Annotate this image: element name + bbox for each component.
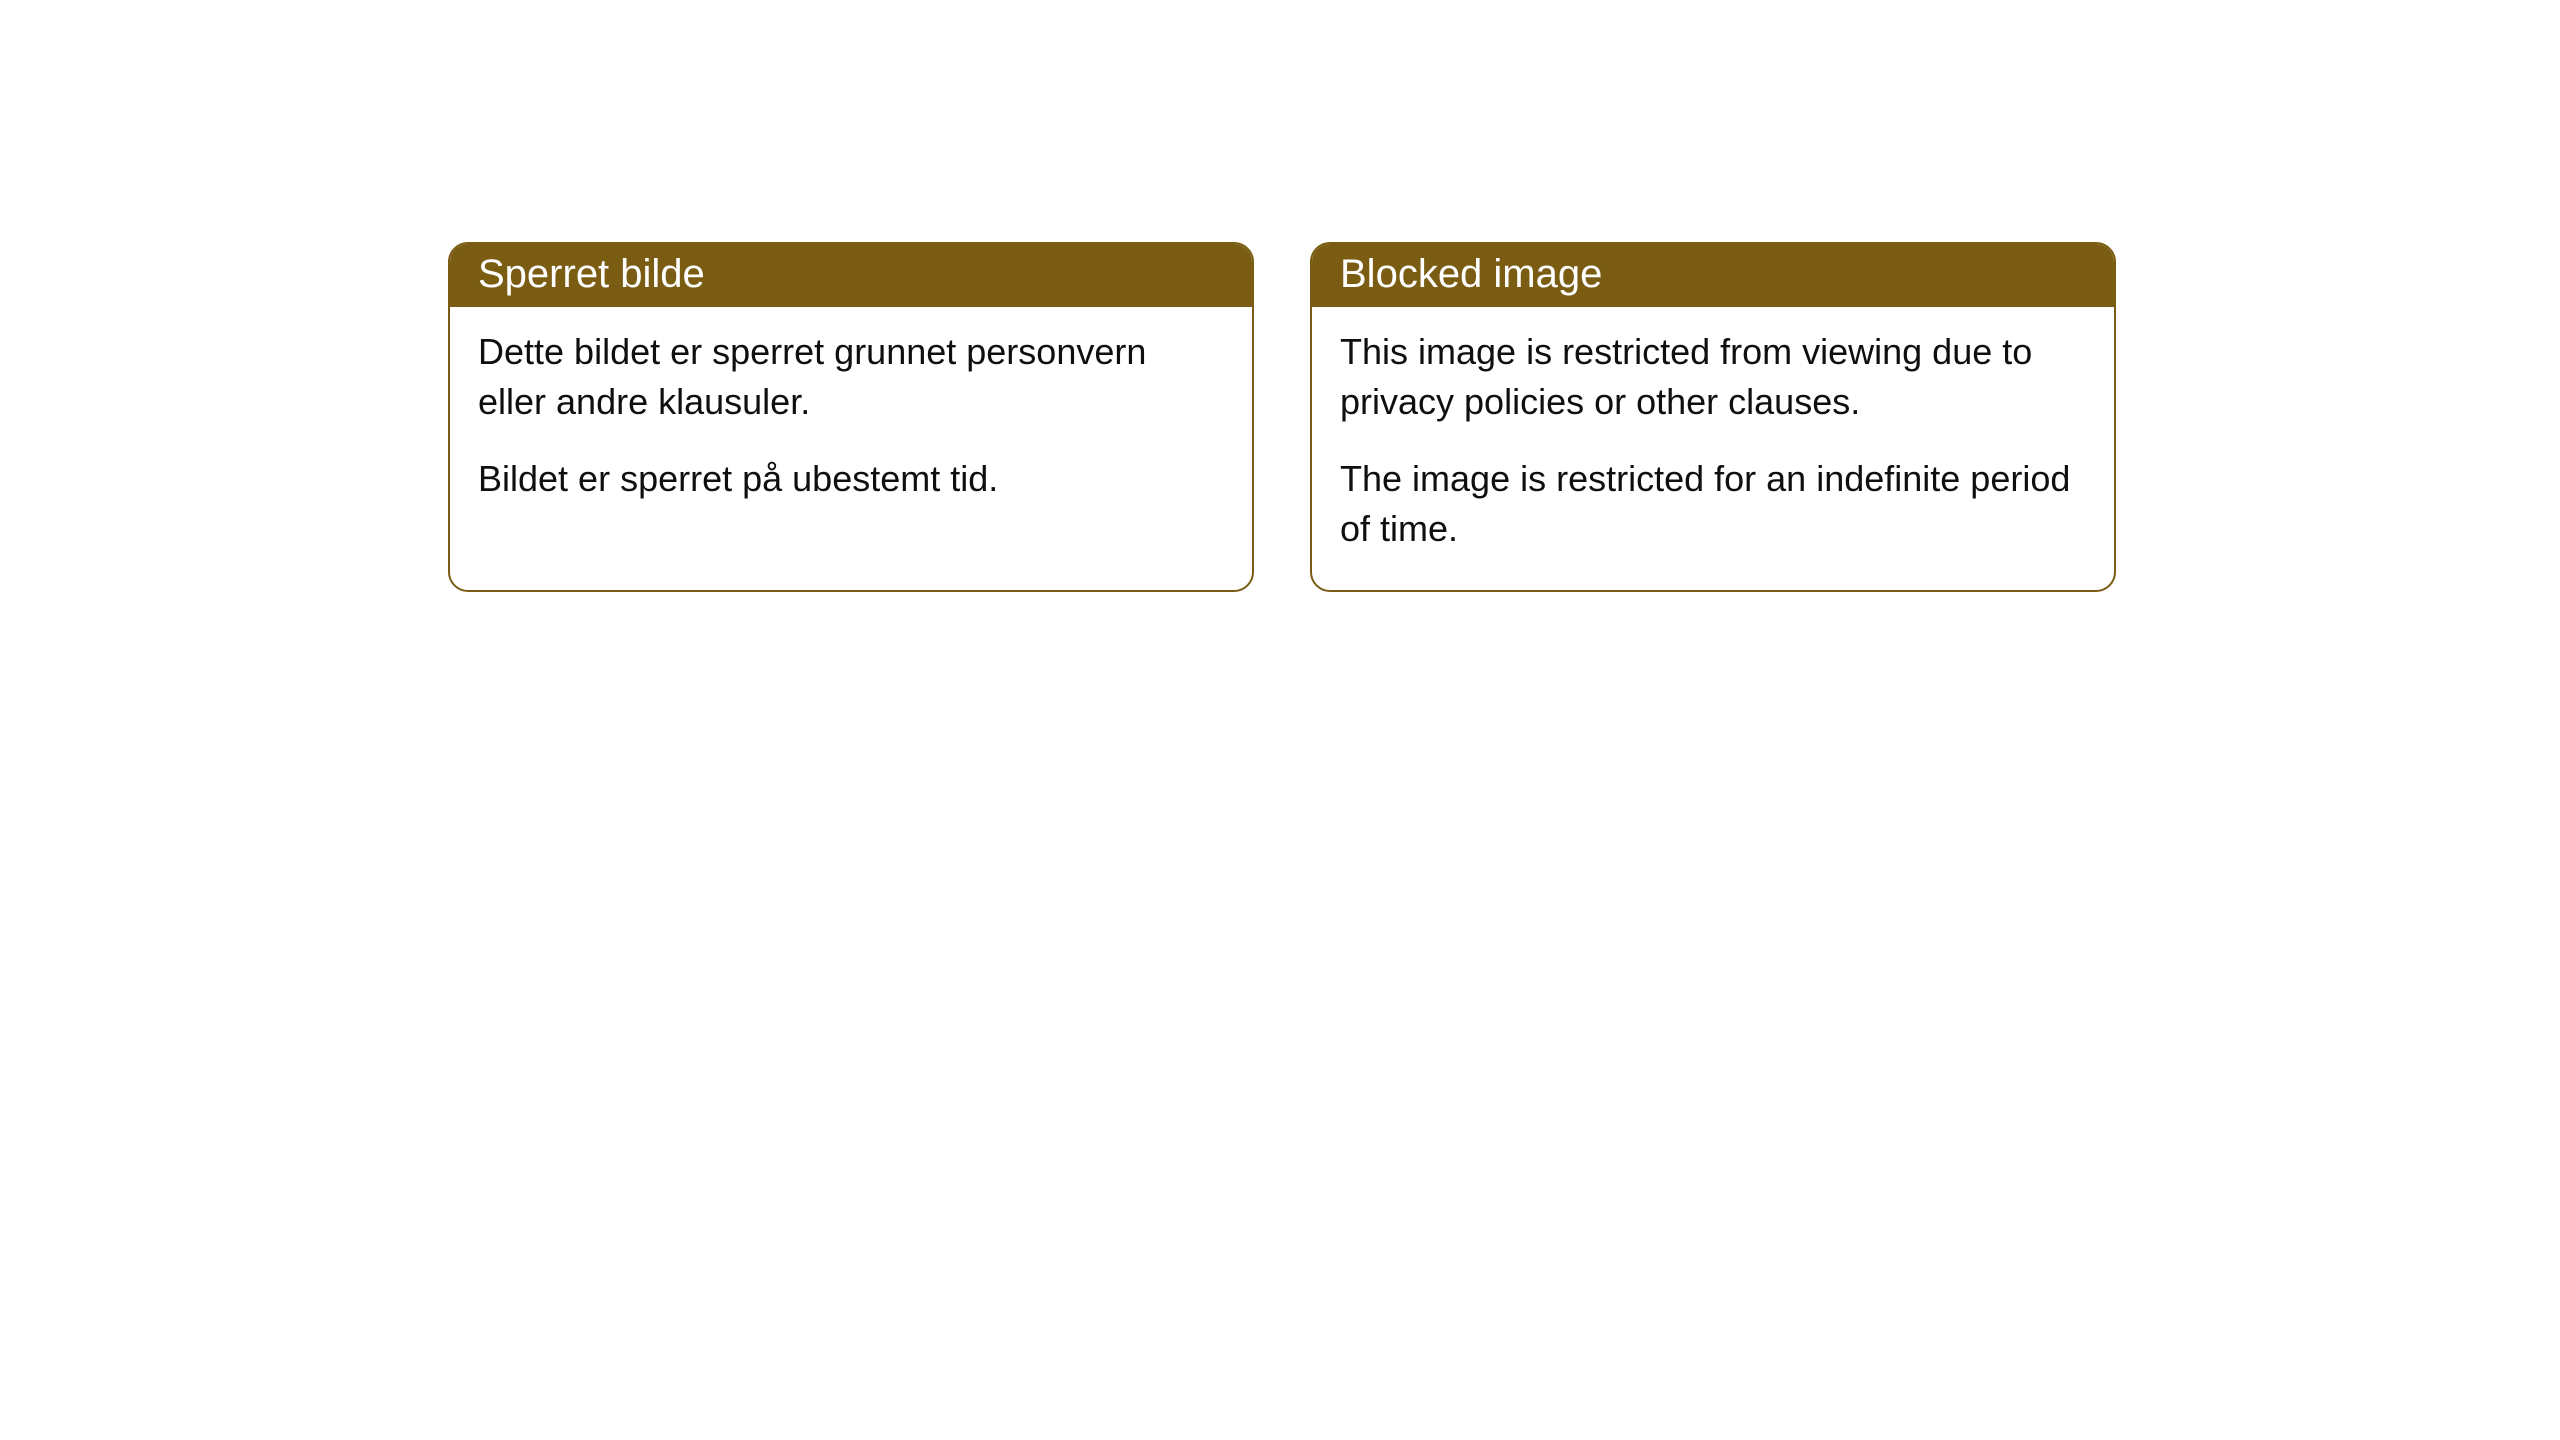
card-body-en: This image is restricted from viewing du… xyxy=(1312,307,2114,590)
card-header-en: Blocked image xyxy=(1312,244,2114,307)
card-text-en-2: The image is restricted for an indefinit… xyxy=(1340,454,2086,553)
card-body-no: Dette bildet er sperret grunnet personve… xyxy=(450,307,1252,540)
card-text-no-1: Dette bildet er sperret grunnet personve… xyxy=(478,327,1224,426)
card-header-no: Sperret bilde xyxy=(450,244,1252,307)
card-text-en-1: This image is restricted from viewing du… xyxy=(1340,327,2086,426)
blocked-image-card-en: Blocked image This image is restricted f… xyxy=(1310,242,2116,592)
card-title-en: Blocked image xyxy=(1340,252,1602,296)
notice-cards-container: Sperret bilde Dette bildet er sperret gr… xyxy=(448,242,2116,592)
card-text-no-2: Bildet er sperret på ubestemt tid. xyxy=(478,454,1224,504)
card-title-no: Sperret bilde xyxy=(478,252,705,296)
blocked-image-card-no: Sperret bilde Dette bildet er sperret gr… xyxy=(448,242,1254,592)
